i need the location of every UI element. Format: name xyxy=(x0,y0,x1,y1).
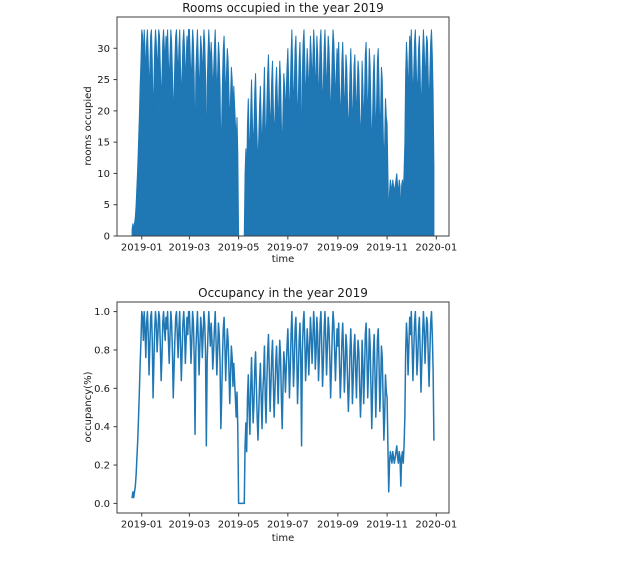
y-tick-label: 0.6 xyxy=(94,384,110,395)
x-tick-label: 2019-07 xyxy=(267,520,309,531)
x-tick-label: 2019-09 xyxy=(317,520,359,531)
occupancy-line-path xyxy=(131,310,435,505)
x-tick-label: 2019-03 xyxy=(168,243,210,254)
occupancy-axes-ticks: 2019-01 2019-03 2019-05 2019-07 2019-09 2019-… xyxy=(94,307,457,530)
occupancy-series xyxy=(131,310,435,505)
rooms-occupied-subplot: 2019-01 2019-03 2019-05 2019-07 2019-09 2019-… xyxy=(83,1,457,265)
x-axis-label: time xyxy=(272,533,295,544)
x-tick-label: 2019-01 xyxy=(121,243,163,254)
y-tick-label: 0 xyxy=(104,232,110,243)
chart-title: Rooms occupied in the year 2019 xyxy=(182,1,384,15)
plot-border xyxy=(116,301,450,514)
rooms-occupied-series xyxy=(131,29,435,237)
x-tick-label: 2019-07 xyxy=(267,243,309,254)
y-tick-label: 0.4 xyxy=(94,422,110,433)
y-tick-label: 20 xyxy=(97,106,110,117)
x-axis-label: time xyxy=(272,254,295,265)
plot-border xyxy=(116,16,450,237)
y-tick-label: 25 xyxy=(97,75,110,86)
x-tick-label: 2019-01 xyxy=(121,520,163,531)
y-axis-label: rooms occupied xyxy=(83,86,94,165)
x-tick-label: 2020-01 xyxy=(415,520,457,531)
y-tick-label: 10 xyxy=(97,169,110,180)
x-tick-label: 2019-03 xyxy=(168,520,210,531)
y-tick-label: 0.8 xyxy=(94,345,110,356)
rooms-occupied-area-path xyxy=(131,29,435,237)
x-tick-label: 2019-05 xyxy=(218,243,260,254)
x-tick-label: 2019-11 xyxy=(366,243,408,254)
chart-title: Occupancy in the year 2019 xyxy=(198,286,368,300)
y-tick-label: 5 xyxy=(104,200,110,211)
occupancy-subplot: 2019-01 2019-03 2019-05 2019-07 2019-09 2019-… xyxy=(83,286,457,544)
y-tick-label: 1.0 xyxy=(94,307,110,318)
y-tick-label: 0.0 xyxy=(94,499,110,510)
y-tick-label: 30 xyxy=(97,44,110,55)
y-tick-label: 15 xyxy=(97,138,110,149)
rooms-occupied-axes-ticks: 2019-01 2019-03 2019-05 2019-07 2019-09 2019-… xyxy=(97,44,457,254)
x-tick-label: 2019-09 xyxy=(317,243,359,254)
y-axis-label: occupancy(%) xyxy=(83,371,94,442)
x-tick-label: 2020-01 xyxy=(415,243,457,254)
y-tick-label: 0.2 xyxy=(94,461,110,472)
x-tick-label: 2019-11 xyxy=(366,520,408,531)
x-tick-label: 2019-05 xyxy=(218,520,260,531)
